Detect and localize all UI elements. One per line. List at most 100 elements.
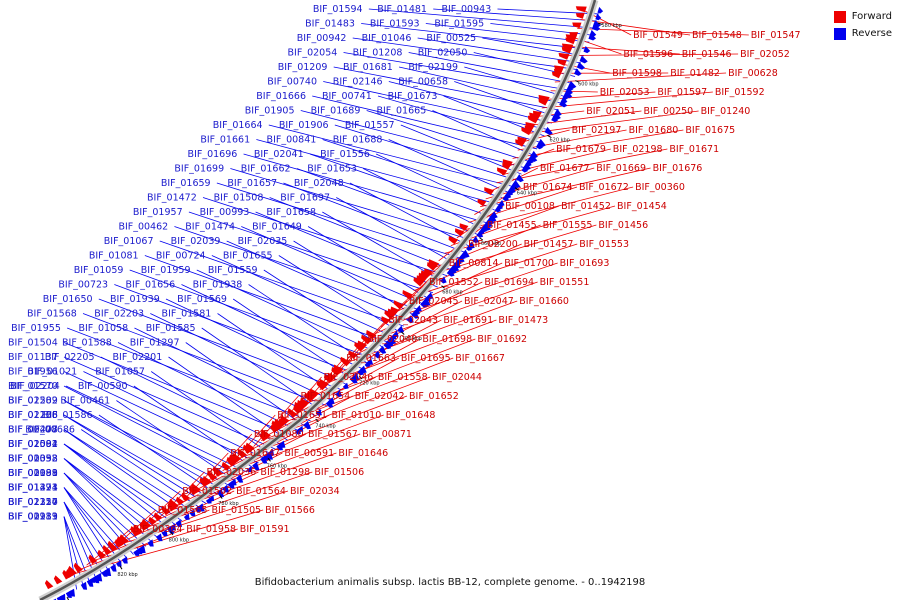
reverse-gene-feature [579, 55, 588, 64]
gene-connector [502, 148, 611, 176]
gene-label: BIF_01057 [95, 367, 145, 378]
forward-gene-feature [366, 330, 377, 340]
tick-label: 800 kbp [169, 537, 189, 543]
forward-gene-feature [557, 59, 567, 66]
gene-connector [63, 487, 128, 559]
gene-label: BIF_00360 [635, 182, 685, 193]
gene-connector [433, 8, 597, 22]
gene-connector [479, 167, 651, 208]
forward-gene-feature [497, 167, 508, 176]
gene-connector [63, 501, 97, 579]
gene-connector [174, 226, 419, 310]
gene-label: BIF_01454 [617, 201, 667, 212]
reverse-gene-feature [56, 595, 63, 600]
gene-connector [63, 472, 140, 551]
reverse-gene-feature [406, 315, 414, 324]
reverse-gene-feature [588, 33, 597, 41]
gene-label: BIF_01655 [223, 251, 273, 262]
gene-label: BIF_01694 [484, 277, 534, 288]
reverse-gene-feature [95, 573, 103, 582]
gene-label: BIF_01906 [279, 120, 329, 131]
gene-label: BIF_01357 [8, 497, 58, 508]
gene-label: BIF_01559 [208, 265, 258, 276]
forward-gene-feature [384, 310, 395, 320]
forward-gene-feature [278, 418, 287, 427]
gene-label: BIF_02045 [409, 296, 459, 307]
forward-gene-feature [477, 198, 487, 207]
gene-connector [63, 516, 84, 586]
gene-label: BIF_01504 [8, 338, 58, 349]
reverse-gene-feature [411, 310, 420, 319]
reverse-gene-feature [222, 484, 230, 493]
gene-label: BIF_02197 [572, 125, 622, 136]
forward-gene-feature [242, 444, 253, 454]
gene-connector [347, 300, 518, 363]
gene-label: BIF_01692 [477, 334, 527, 345]
gene-label: BIF_01589 [8, 396, 58, 407]
forward-gene-feature [527, 115, 539, 124]
gene-label: BIF_01297 [130, 338, 180, 349]
forward-gene-feature [245, 442, 255, 452]
gene-connector [454, 81, 556, 117]
forward-gene-feature [237, 449, 247, 459]
forward-gene-feature [309, 388, 320, 398]
gene-label: BIF_01393 [8, 454, 58, 465]
reverse-gene-feature [265, 451, 273, 460]
forward-gene-feature [538, 98, 549, 106]
gene-connector [63, 501, 103, 575]
gene-label: BIF_01657 [227, 178, 277, 189]
reverse-gene-feature [260, 455, 268, 464]
tick-label: 760 kbp [267, 464, 287, 470]
forward-gene-feature [427, 262, 437, 271]
forward-gene-feature [139, 521, 149, 531]
gene-label: BIF_01588 [62, 338, 112, 349]
gene-label: BIF_02198 [613, 144, 663, 155]
tick-label: 820 kbp [117, 572, 137, 578]
forward-gene-feature [114, 539, 124, 548]
gene-connector [388, 139, 510, 194]
gene-label: BIF_00686 [25, 425, 75, 436]
gene-label: BIF_01553 [579, 239, 629, 250]
gene-label: BIF_02199 [408, 62, 458, 73]
gene-label: BIF_00250 [643, 106, 693, 117]
forward-gene-feature [199, 477, 210, 488]
reverse-gene-feature [205, 497, 212, 504]
reverse-gene-feature [101, 569, 108, 577]
gene-connector [363, 168, 484, 230]
gene-connector [63, 458, 165, 535]
gene-label: BIF_01681 [343, 62, 393, 73]
gene-connector [283, 182, 466, 253]
gene-label: BIF_01958 [186, 524, 236, 535]
tick-mark [170, 531, 174, 536]
gene-label: BIF_01546 [682, 49, 732, 60]
gene-label: BIF_01137 [8, 352, 58, 363]
forward-gene-feature [260, 429, 271, 440]
reverse-gene-feature [574, 68, 582, 76]
forward-gene-feature [221, 461, 231, 471]
forward-gene-feature [484, 187, 495, 196]
reverse-gene-feature [388, 335, 397, 345]
gene-connector [185, 342, 306, 427]
gene-connector [232, 298, 354, 381]
forward-gene-feature [168, 498, 179, 510]
forward-gene-feature [175, 496, 185, 506]
gene-label: BIF_02047 [464, 296, 514, 307]
reverse-gene-feature [303, 420, 312, 430]
tick-mark [267, 457, 271, 462]
legend-entry-forward: Forward [833, 8, 892, 25]
gene-label: BIF_00740 [267, 77, 317, 88]
forward-gene-feature [107, 540, 118, 552]
gene-connector [496, 148, 668, 184]
forward-gene-feature [387, 308, 398, 317]
gene-connector [387, 262, 558, 321]
gene-label: BIF_01700 [504, 258, 554, 269]
gene-connector [98, 298, 343, 391]
gene-label: BIF_02043 [388, 315, 438, 326]
reverse-gene-feature [502, 194, 509, 202]
gene-connector [388, 81, 552, 124]
legend-label-reverse: Reverse [851, 28, 892, 39]
gene-connector [336, 197, 457, 265]
gene-connector [322, 211, 443, 282]
gene-label: BIF_01648 [386, 410, 436, 421]
gene-label: BIF_01586 [43, 410, 93, 421]
